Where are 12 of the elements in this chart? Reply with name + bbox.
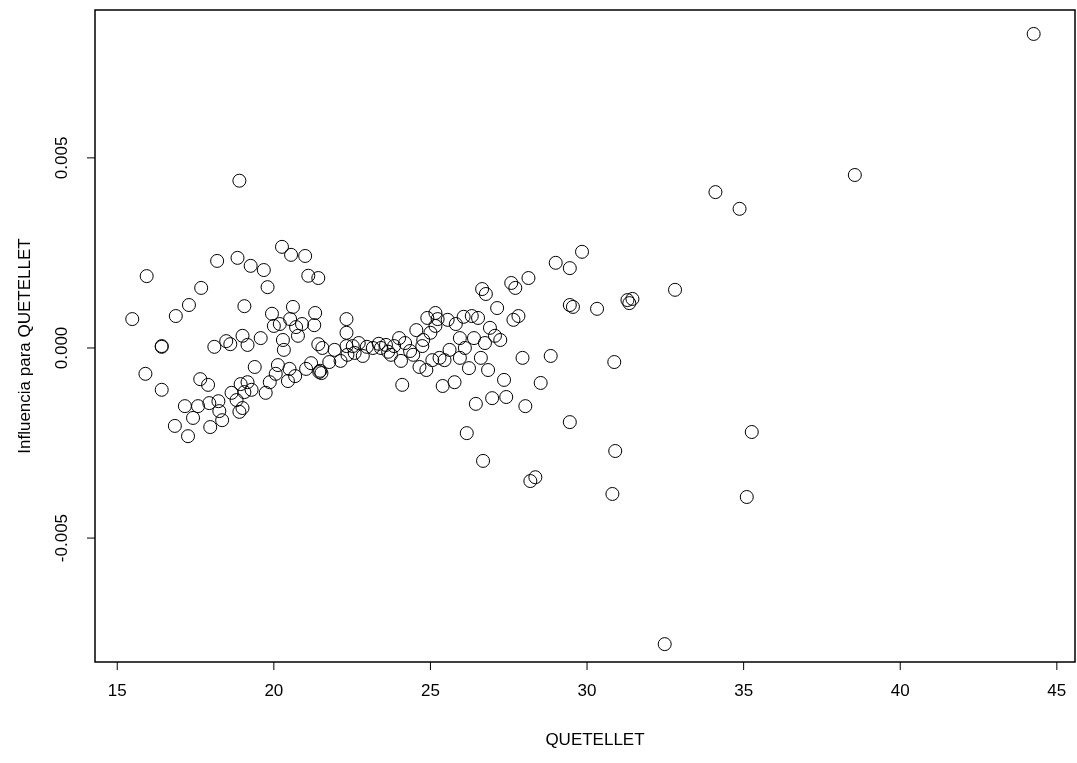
x-tick-label: 25 [420,681,440,700]
x-axis-title: QUETELLET [545,730,645,749]
y-tick-label: 0.000 [52,326,71,370]
y-tick-label: -0.005 [52,513,71,563]
x-tick-label: 30 [577,681,597,700]
x-tick-label: 35 [734,681,754,700]
x-tick-label: 40 [890,681,910,700]
y-axis-title: Influencia para QUETELLET [15,238,34,454]
x-tick-label: 20 [264,681,284,700]
x-tick-label: 45 [1047,681,1067,700]
y-tick-label: 0.005 [52,136,71,180]
x-tick-label: 15 [107,681,127,700]
